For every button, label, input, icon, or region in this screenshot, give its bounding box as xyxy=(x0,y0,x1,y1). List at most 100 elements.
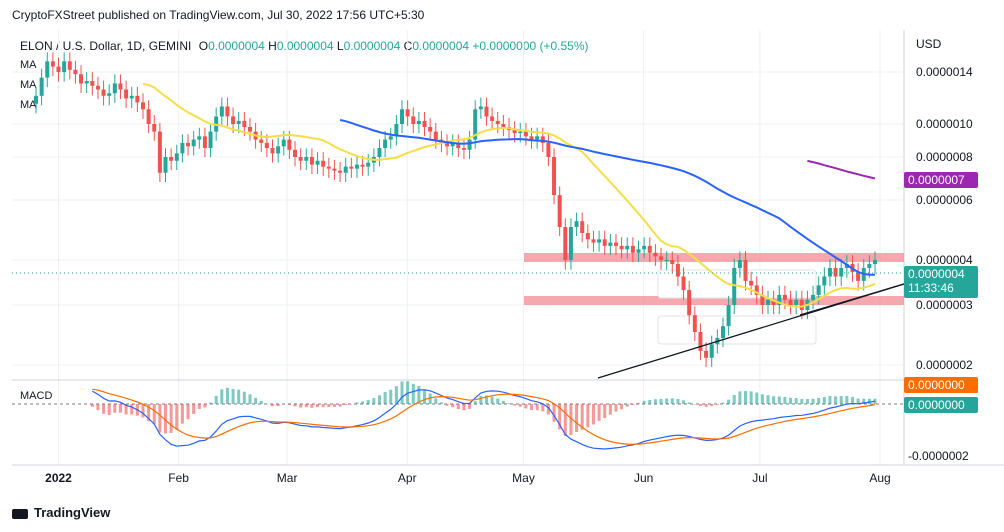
open-value: 0.0000004 xyxy=(208,39,265,53)
candle-body xyxy=(867,263,872,269)
macd-histogram-bar xyxy=(850,396,854,404)
macd-histogram-bar xyxy=(456,404,460,410)
candle-body xyxy=(157,131,162,173)
macd-histogram-bar xyxy=(749,391,753,404)
macd-histogram-bar xyxy=(321,404,325,408)
macd-histogram-bar xyxy=(513,404,517,406)
macd-histogram-bar xyxy=(845,396,849,404)
candle-body xyxy=(56,66,61,72)
candle-body xyxy=(349,166,354,169)
close-value: 0.0000004 xyxy=(412,39,470,53)
macd-histogram-bar xyxy=(541,404,545,412)
open-label: O xyxy=(198,39,209,53)
candle-body xyxy=(653,252,658,257)
tooltip-box-1 xyxy=(657,269,817,299)
macd-histogram-bar xyxy=(451,404,455,408)
candle-body xyxy=(625,245,630,250)
candle-body xyxy=(202,136,207,149)
candle-body xyxy=(321,160,326,167)
macd-histogram-bar xyxy=(817,398,821,404)
candle-body xyxy=(608,242,613,246)
last-price-value: 0.0000004 xyxy=(908,267,965,281)
candle-body xyxy=(343,166,348,173)
macd-histogram-bar xyxy=(569,404,573,436)
macd-histogram-bar xyxy=(693,404,697,405)
candle-body xyxy=(428,126,433,132)
candle-body xyxy=(39,77,44,96)
macd-histogram-bar xyxy=(428,393,432,404)
candle-body xyxy=(552,157,557,196)
macd-histogram-bar xyxy=(254,397,258,404)
candle-body xyxy=(112,83,117,94)
macd-histogram-bar xyxy=(563,404,567,437)
candle-body xyxy=(62,61,67,72)
candle-body xyxy=(692,315,697,332)
candle-body xyxy=(557,195,562,227)
candle-body xyxy=(50,61,55,67)
tooltip-box-2 xyxy=(657,315,817,345)
macd-histogram-bar xyxy=(147,404,151,422)
candle-body xyxy=(197,136,202,140)
macd-histogram-bar xyxy=(366,400,370,404)
candle-body xyxy=(366,162,371,167)
candle-body xyxy=(518,131,523,134)
candle-body xyxy=(315,160,320,165)
candle-body xyxy=(360,164,365,167)
candle-body xyxy=(242,120,247,127)
candle-body xyxy=(473,109,478,140)
candle-body xyxy=(681,276,686,291)
candle-body xyxy=(822,276,827,286)
candle-body xyxy=(394,124,399,137)
macd-histogram-bar xyxy=(839,396,843,404)
candle-body xyxy=(45,61,50,78)
candle-body xyxy=(354,164,359,169)
candle-body xyxy=(794,299,799,305)
y-tick-label: 0.0000014 xyxy=(916,65,973,79)
candle-body xyxy=(445,142,450,147)
tradingview-logo[interactable]: TradingView xyxy=(12,505,110,520)
candle-body xyxy=(461,148,466,150)
macd-histogram-bar xyxy=(423,389,427,404)
candle-body xyxy=(186,142,191,147)
macd-histogram-bar xyxy=(727,399,731,404)
candle-body xyxy=(276,146,281,154)
candle-body xyxy=(743,260,748,281)
macd-histogram-bar xyxy=(417,385,421,404)
candle-body xyxy=(163,157,168,173)
candle-body xyxy=(585,233,590,240)
macd-histogram-bar xyxy=(518,404,522,407)
candle-body xyxy=(264,142,269,149)
macd-histogram-bar xyxy=(648,399,652,404)
y-axis-unit: USD xyxy=(916,37,942,51)
candle-body xyxy=(490,116,495,121)
candle-body xyxy=(107,93,112,96)
macd-tick-label: -0.0000002 xyxy=(908,449,969,463)
macd-histogram-bar xyxy=(687,402,691,404)
ma200-price-tag: 0.0000007 xyxy=(904,172,978,188)
macd-histogram-bar xyxy=(535,404,539,411)
candle-body xyxy=(191,139,196,147)
macd-histogram-bar xyxy=(439,402,443,404)
macd-histogram-bar xyxy=(698,404,702,407)
candle-body xyxy=(467,139,472,150)
candle-body xyxy=(546,142,551,157)
candle-body xyxy=(208,131,213,149)
candle-body xyxy=(298,157,303,161)
candle-body xyxy=(529,136,534,140)
candle-body xyxy=(152,124,157,132)
macd-tag: 0.0000000 xyxy=(904,397,978,413)
macd-histogram-bar xyxy=(389,389,393,404)
macd-histogram-bar xyxy=(186,404,190,420)
macd-histogram-bar xyxy=(591,404,595,425)
macd-histogram-bar xyxy=(169,404,173,433)
candle-body xyxy=(839,268,844,277)
macd-histogram-bar xyxy=(225,387,229,404)
x-tick-label: Feb xyxy=(168,471,189,485)
low-label: L xyxy=(336,39,344,53)
macd-histogram-bar xyxy=(586,404,590,428)
x-tick-label: Jun xyxy=(634,471,653,485)
candle-body xyxy=(140,102,145,110)
candle-body xyxy=(247,126,252,132)
ma-label-3: MA xyxy=(20,99,37,111)
